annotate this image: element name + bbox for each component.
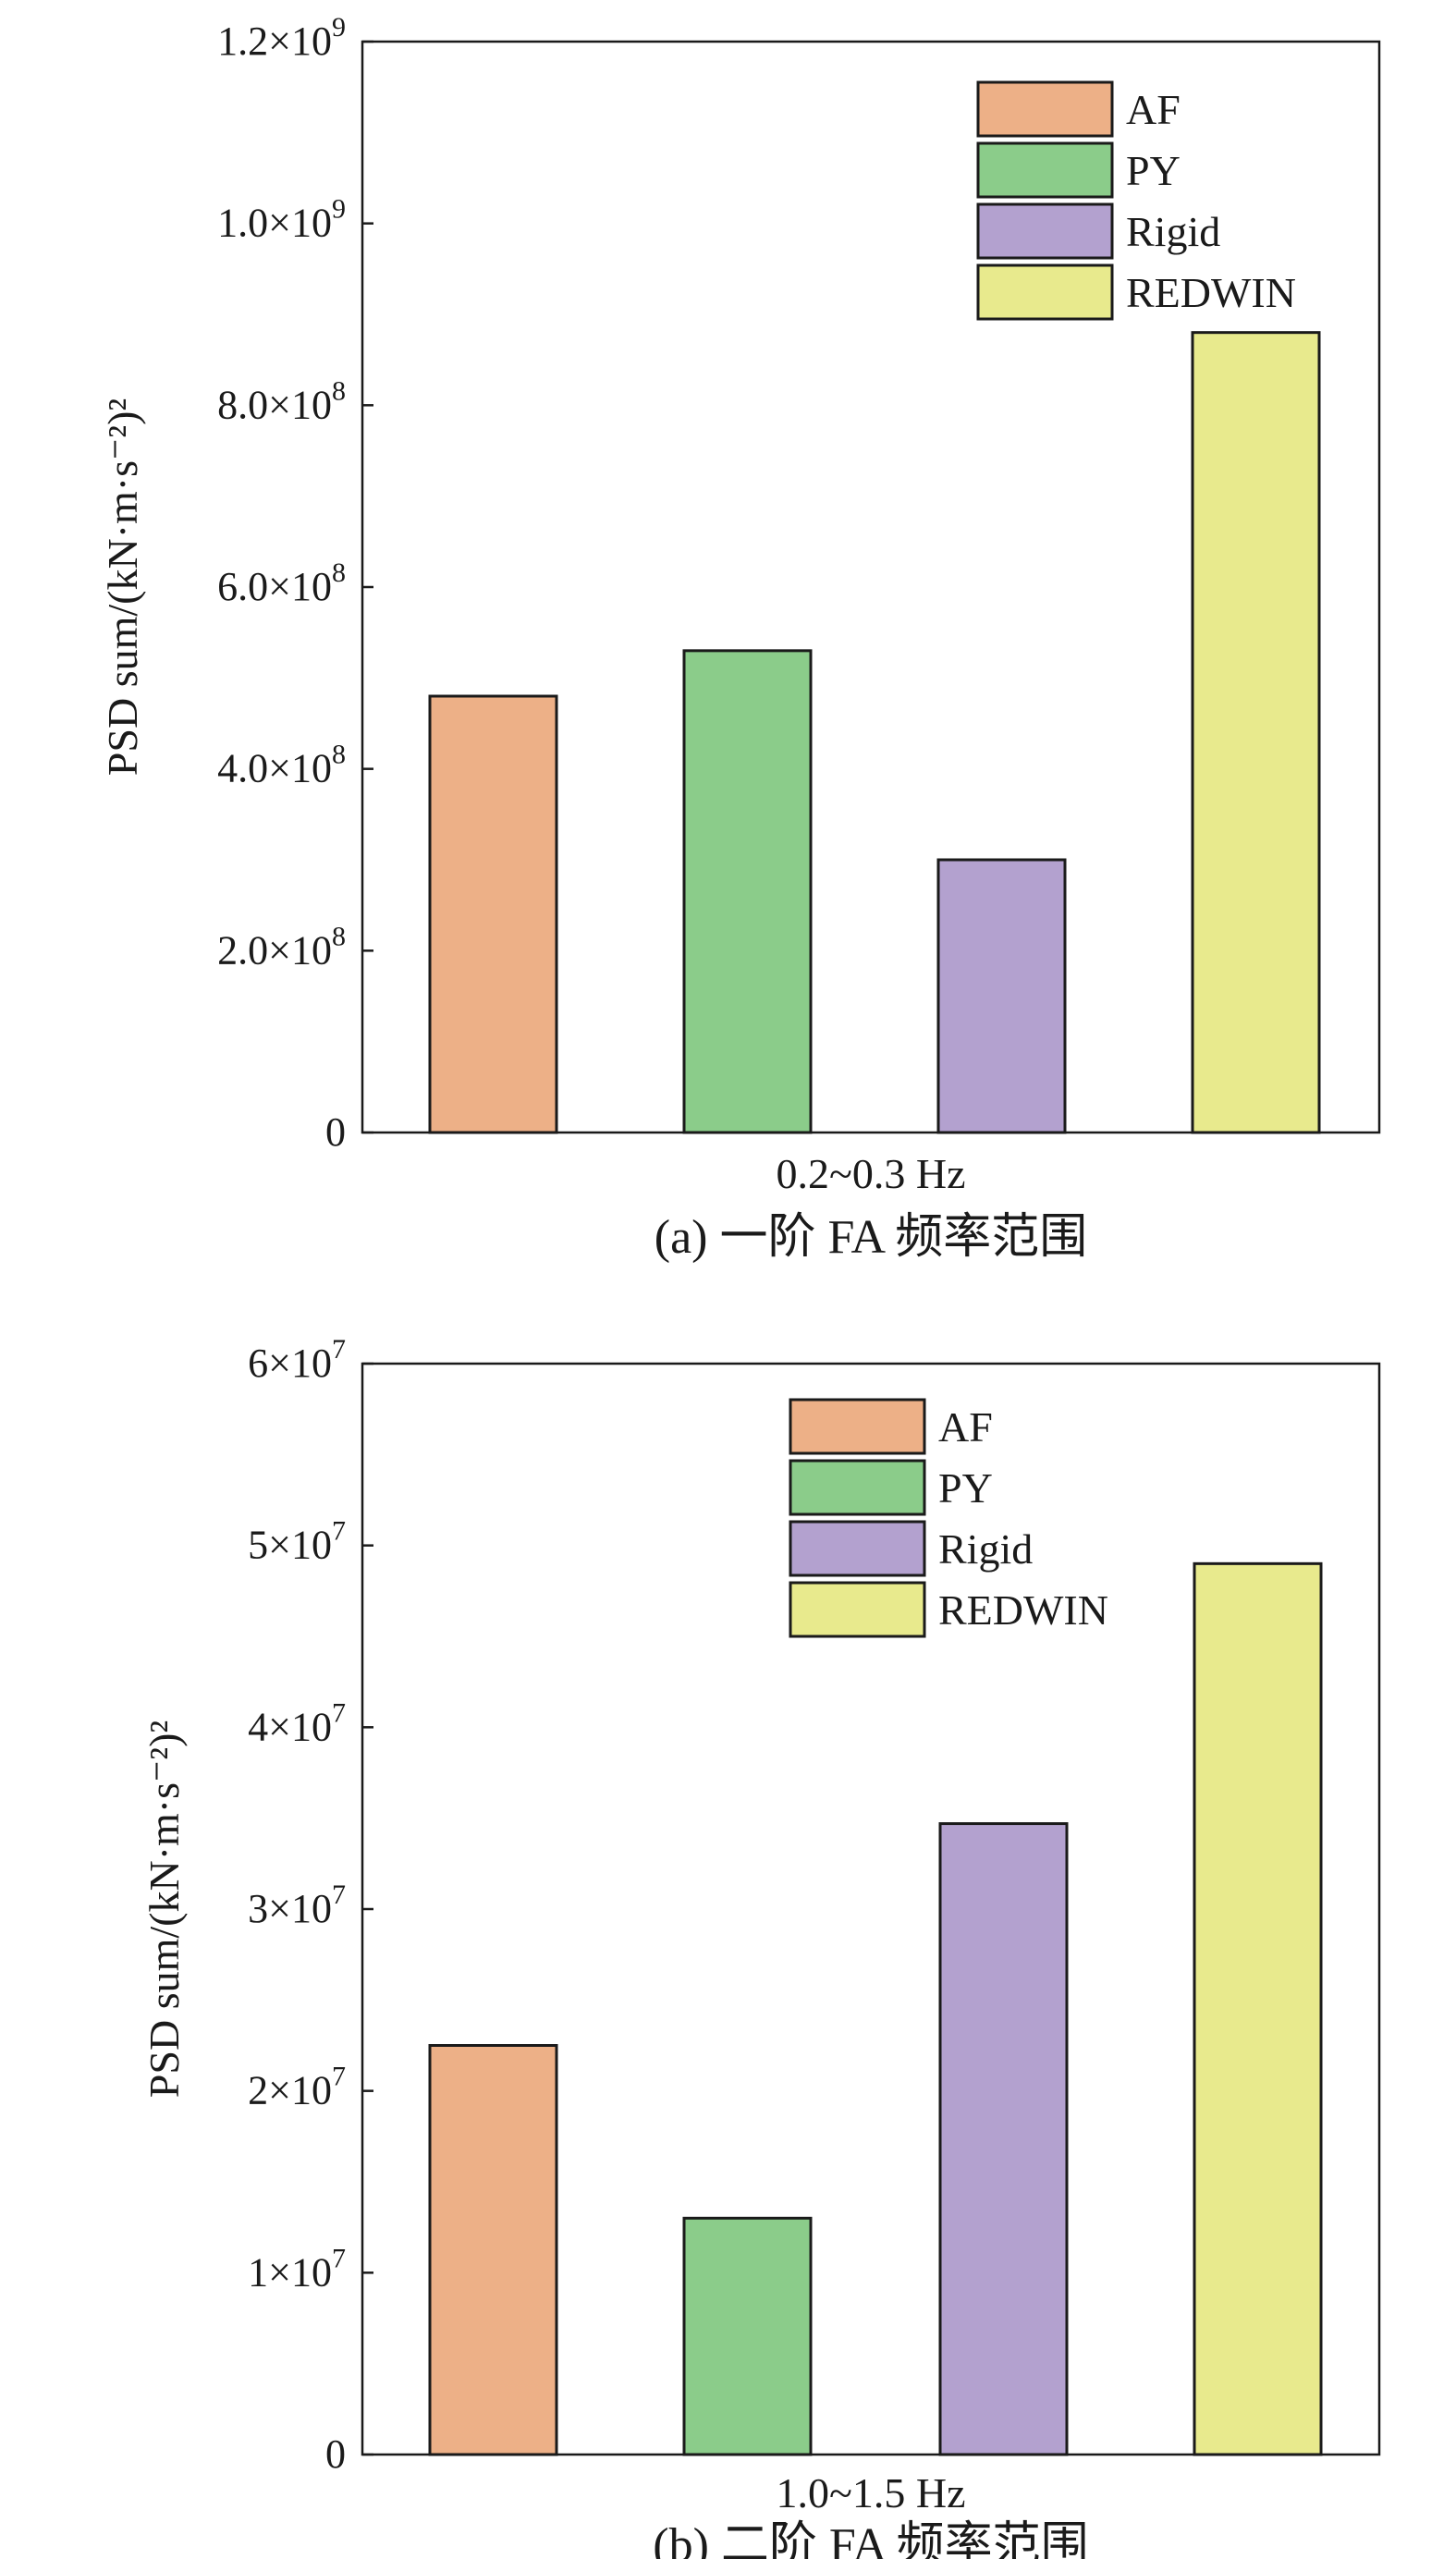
y-tick-mantissa: 5×10 bbox=[248, 1523, 332, 1568]
legend-label-py: PY bbox=[938, 1464, 993, 1512]
x-axis-label: 0.2~0.3 Hz bbox=[776, 1150, 965, 1197]
legend-swatch-rigid bbox=[789, 1520, 926, 1577]
y-tick-label: 6×107 bbox=[248, 1334, 346, 1386]
y-tick-label: 5×107 bbox=[248, 1516, 346, 1568]
y-tick-label: 4×107 bbox=[248, 1697, 346, 1749]
legend-swatch-redwin bbox=[976, 263, 1114, 321]
bar-redwin bbox=[1191, 331, 1321, 1134]
legend-swatch-py bbox=[976, 141, 1114, 199]
legend-swatch-af bbox=[976, 80, 1114, 138]
y-tick-mantissa: 6×10 bbox=[248, 1341, 332, 1386]
bar-py bbox=[682, 2216, 813, 2456]
bar-redwin bbox=[1193, 1561, 1323, 2456]
y-tick-exponent: 8 bbox=[332, 921, 346, 951]
figure-caption: (a) 一阶 FA 频率范围 bbox=[655, 1211, 1087, 1264]
y-tick-exponent: 7 bbox=[332, 2062, 346, 2092]
bar-af bbox=[428, 2044, 558, 2456]
y-tick-mantissa: 3×10 bbox=[248, 1886, 332, 1931]
y-tick-label: 8.0×108 bbox=[217, 375, 346, 427]
y-tick-mantissa: 1.0×10 bbox=[217, 201, 332, 246]
legend-label-rigid: Rigid bbox=[938, 1525, 1033, 1573]
legend-swatch-rigid bbox=[976, 202, 1114, 260]
legend-label-redwin: REDWIN bbox=[938, 1586, 1108, 1634]
legend-label-py: PY bbox=[1126, 147, 1181, 194]
legend-label-af: AF bbox=[1126, 86, 1181, 133]
y-tick-mantissa: 2×10 bbox=[248, 2068, 332, 2113]
legend-swatch-af bbox=[789, 1398, 926, 1455]
y-tick-mantissa: 1.2×10 bbox=[217, 18, 332, 64]
y-axis-label: PSD sum/(kN·m·s⁻²)² bbox=[99, 398, 146, 776]
y-tick-label: 3×107 bbox=[248, 1879, 346, 1931]
x-axis-label: 1.0~1.5 Hz bbox=[776, 2469, 965, 2516]
y-tick-mantissa: 0 bbox=[325, 1109, 346, 1155]
y-tick-exponent: 9 bbox=[332, 12, 346, 43]
y-axis-label: PSD sum/(kN·m·s⁻²)² bbox=[141, 1720, 188, 2098]
y-tick-mantissa: 2.0×10 bbox=[217, 927, 332, 973]
y-tick-exponent: 7 bbox=[332, 1334, 346, 1365]
bar-af bbox=[428, 694, 558, 1134]
y-tick-mantissa: 0 bbox=[325, 2431, 346, 2477]
y-tick-label: 4.0×108 bbox=[217, 740, 346, 791]
y-tick-exponent: 8 bbox=[332, 375, 346, 406]
y-tick-exponent: 7 bbox=[332, 1697, 346, 1728]
y-tick-mantissa: 4.0×10 bbox=[217, 746, 332, 791]
y-tick-label: 0 bbox=[325, 2431, 346, 2477]
legend-label-redwin: REDWIN bbox=[1126, 269, 1296, 316]
y-tick-exponent: 7 bbox=[332, 1516, 346, 1547]
legend-swatch-py bbox=[789, 1459, 926, 1516]
y-tick-exponent: 8 bbox=[332, 740, 346, 770]
y-tick-exponent: 8 bbox=[332, 557, 346, 588]
bar-py bbox=[682, 649, 813, 1134]
y-tick-label: 0 bbox=[325, 1109, 346, 1155]
y-tick-mantissa: 1×10 bbox=[248, 2249, 332, 2295]
chart-a: 02.0×1084.0×1086.0×1088.0×1081.0×1091.2×… bbox=[99, 12, 1381, 1264]
y-tick-label: 2.0×108 bbox=[217, 921, 346, 973]
y-tick-label: 1.0×109 bbox=[217, 194, 346, 246]
chart-b: 01×1072×1073×1074×1075×1076×107AFPYRigid… bbox=[141, 1334, 1381, 2559]
y-tick-label: 2×107 bbox=[248, 2062, 346, 2113]
y-tick-exponent: 7 bbox=[332, 2243, 346, 2273]
legend-label-rigid: Rigid bbox=[1126, 208, 1220, 255]
legend-swatch-redwin bbox=[789, 1581, 926, 1638]
y-tick-label: 6.0×108 bbox=[217, 557, 346, 609]
y-tick-label: 1.2×109 bbox=[217, 12, 346, 64]
y-tick-mantissa: 8.0×10 bbox=[217, 382, 332, 427]
bar-rigid bbox=[936, 858, 1067, 1134]
y-tick-mantissa: 6.0×10 bbox=[217, 564, 332, 609]
figure-caption: (b) 二阶 FA 频率范围 bbox=[653, 2519, 1088, 2559]
bar-rigid bbox=[938, 1822, 1069, 2456]
legend-label-af: AF bbox=[938, 1403, 993, 1451]
y-tick-exponent: 9 bbox=[332, 194, 346, 225]
y-tick-mantissa: 4×10 bbox=[248, 1704, 332, 1749]
y-tick-label: 1×107 bbox=[248, 2243, 346, 2295]
y-tick-exponent: 7 bbox=[332, 1879, 346, 1910]
